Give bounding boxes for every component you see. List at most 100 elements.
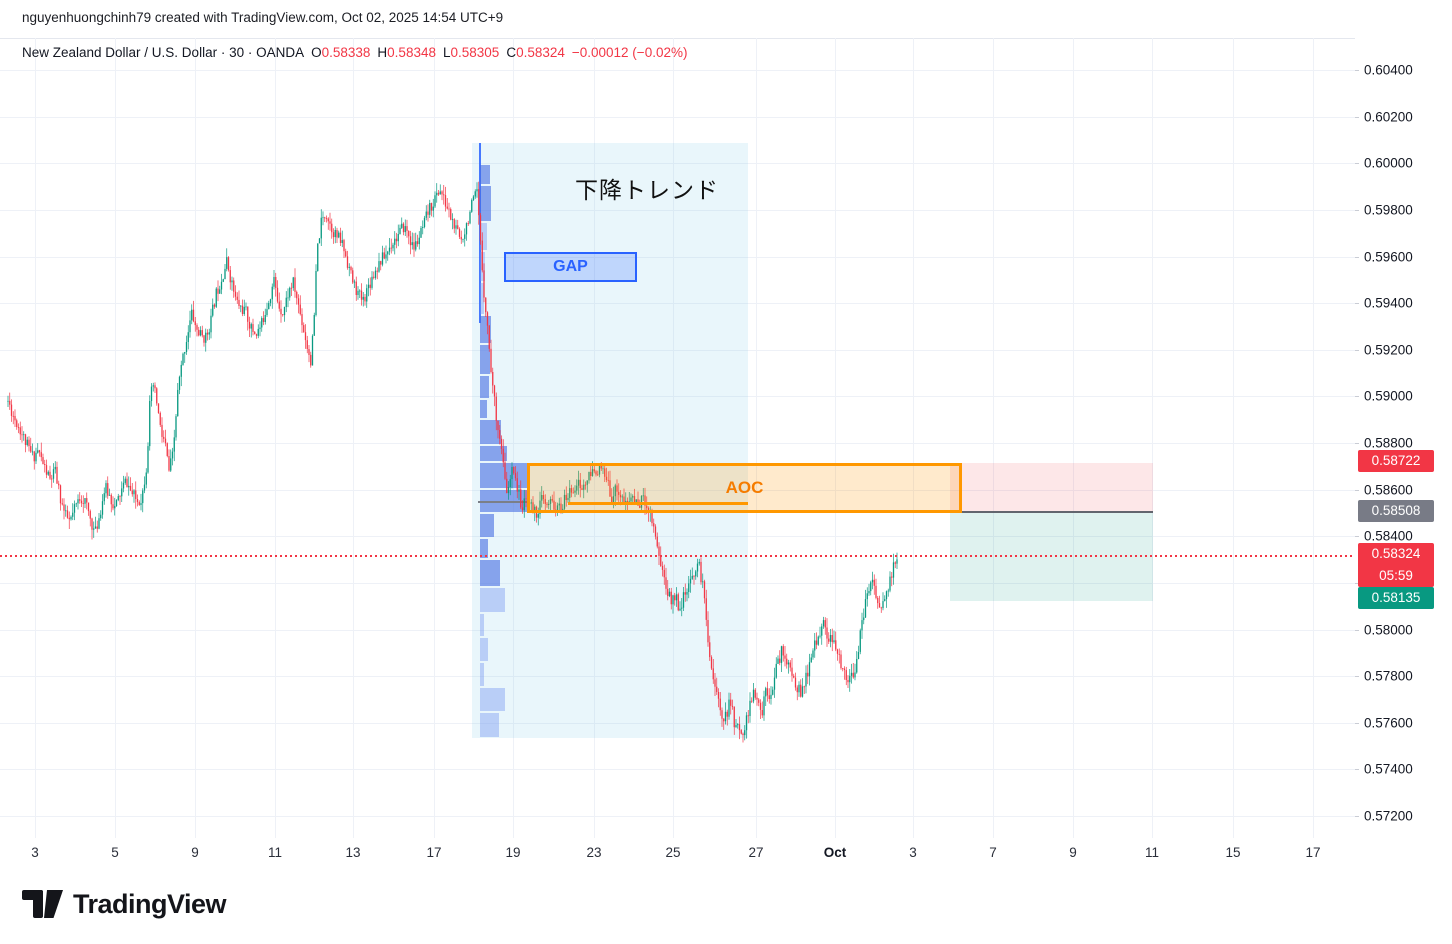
price-tick-label: 0.58800: [1364, 435, 1413, 451]
time-tick-label: 9: [191, 845, 199, 860]
time-tick-label: 25: [665, 845, 681, 860]
price-tick-mark: [1355, 349, 1359, 351]
volume-profile-bar: [480, 688, 505, 711]
price-tick-label: 0.58400: [1364, 528, 1413, 544]
volume-profile-bar: [480, 514, 494, 537]
attribution-text: nguyenhuongchinh79 created with TradingV…: [22, 10, 504, 25]
downtrend-highlight-region[interactable]: [472, 143, 748, 738]
symbol-legend[interactable]: New Zealand Dollar / U.S. Dollar · 30 · …: [22, 45, 687, 60]
price-badge-bottom: 0.58135: [1358, 587, 1434, 610]
time-tick-label: 27: [748, 845, 764, 860]
price-tick-mark: [1355, 443, 1359, 444]
price-badge-mid: 0.58508: [1358, 500, 1434, 523]
price-tick-mark: [1355, 116, 1359, 118]
price-tick-mark: [1355, 769, 1359, 771]
volume-profile-bar: [480, 539, 488, 558]
gap-annotation-box[interactable]: GAP: [504, 252, 637, 282]
volume-profile-bar: [480, 614, 484, 636]
grid-line-v: [35, 38, 36, 838]
volume-profile-bar: [480, 400, 487, 418]
grid-line-h: [0, 349, 1355, 351]
header-divider: [0, 38, 1452, 39]
zone-divider-line: [950, 511, 1153, 513]
tradingview-logo[interactable]: TradingView: [20, 886, 227, 922]
grid-line-v: [835, 38, 836, 838]
price-tick-label: 0.57400: [1364, 761, 1413, 777]
gap-label: GAP: [553, 258, 588, 275]
grid-line-v: [1233, 38, 1234, 838]
time-tick-label: 19: [505, 845, 521, 860]
price-tick-mark: [1355, 816, 1359, 817]
grid-line-v: [913, 38, 914, 838]
volume-profile-bar: [480, 345, 490, 374]
price-tick-label: 0.57800: [1364, 668, 1413, 684]
grid-line-h: [0, 163, 1355, 165]
time-tick-label: 15: [1225, 845, 1241, 860]
grid-line-v: [993, 38, 994, 838]
supply-zone-box[interactable]: [950, 463, 1153, 512]
grid-line-v: [1313, 38, 1314, 838]
price-tick-label: 0.59800: [1364, 202, 1413, 218]
price-tick-label: 0.59400: [1364, 295, 1413, 311]
price-tick-mark: [1355, 256, 1359, 258]
symbol-title: New Zealand Dollar / U.S. Dollar · 30 · …: [22, 45, 305, 60]
brand-wordmark: TradingView: [73, 888, 227, 919]
grid-line-v: [275, 38, 276, 838]
price-tick-mark: [1355, 629, 1359, 631]
aoc-annotation-box[interactable]: AOC: [527, 463, 962, 513]
time-tick-label: 5: [111, 845, 119, 860]
tradingview-mark-icon: [22, 890, 63, 918]
price-tick-label: 0.59200: [1364, 342, 1413, 358]
price-tick-label: 0.58000: [1364, 622, 1413, 637]
grid-line-h: [0, 209, 1355, 211]
volume-profile-bar: [480, 420, 501, 444]
grid-line-h: [0, 629, 1355, 631]
grid-line-h: [0, 582, 1355, 584]
price-badge-top: 0.58722: [1358, 450, 1434, 473]
time-tick-label: 7: [989, 845, 997, 860]
grid-line-h: [0, 489, 1355, 491]
price-tick-mark: [1355, 582, 1359, 584]
price-tick-mark: [1355, 676, 1359, 678]
low-label: L: [442, 45, 451, 60]
grid-line-v: [1073, 38, 1074, 838]
volume-profile-bar: [480, 283, 484, 314]
price-badge-last: 0.58324 05:59: [1358, 542, 1434, 587]
volume-profile-bar: [480, 186, 491, 221]
last-price-line: [0, 555, 1355, 557]
volume-profile-bar: [480, 713, 499, 737]
time-axis[interactable]: 3 5 9 11 13 17 19 23 25 27 Oct 3 7 9 11 15 17: [0, 838, 1452, 868]
price-tick-mark: [1355, 722, 1359, 724]
volume-profile-bar: [480, 446, 507, 461]
price-tick-mark: [1355, 489, 1359, 491]
time-tick-label: 3: [909, 845, 917, 860]
grid-line-v: [434, 38, 435, 838]
grid-line-v: [1152, 38, 1153, 838]
open-value: 0.58338: [321, 45, 371, 60]
volume-profile-bar: [480, 638, 488, 661]
price-tick-label: 0.59000: [1364, 388, 1413, 404]
volume-profile-bar: [480, 663, 484, 686]
aoc-label: AOC: [725, 478, 764, 497]
time-tick-label: 9: [1069, 845, 1077, 860]
grid-line-h: [0, 256, 1355, 258]
price-tick-label: 0.60200: [1364, 109, 1413, 125]
volume-profile-bar: [480, 316, 491, 343]
price-tick-label: 0.57600: [1364, 715, 1413, 731]
grid-line-v: [756, 38, 757, 838]
chart-plot-area[interactable]: GAP AOC 下降トレンド: [0, 38, 1355, 838]
grid-line-h: [0, 443, 1355, 444]
high-value: 0.58348: [387, 45, 436, 60]
grid-line-h: [0, 536, 1355, 538]
time-tick-label: 23: [586, 845, 602, 860]
time-tick-label: 3: [31, 845, 39, 860]
grid-line-v: [673, 38, 674, 838]
time-tick-label: 11: [1144, 845, 1160, 860]
price-axis[interactable]: 0.58722 0.58508 0.58324 05:59 0.58135 0.…: [1355, 38, 1452, 838]
grid-line-v: [513, 38, 514, 838]
time-tick-label: 13: [345, 845, 361, 860]
candlestick-series: [7, 181, 898, 743]
countdown-timer: 05:59: [1379, 567, 1413, 583]
downtrend-text-label: 下降トレンド: [575, 177, 719, 203]
grid-line-h: [0, 816, 1355, 817]
